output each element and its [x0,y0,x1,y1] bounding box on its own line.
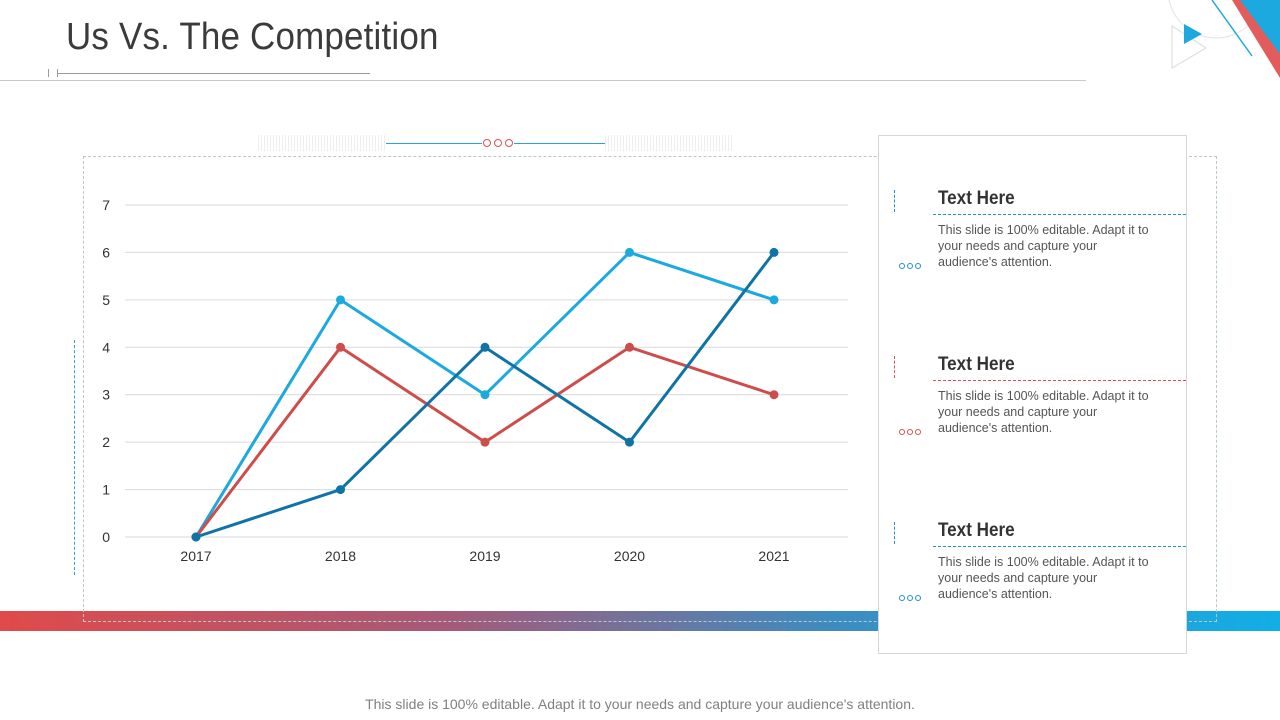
series-1-point [625,247,634,257]
series-3-point [480,342,490,352]
x-tick-label: 2021 [758,548,789,564]
notes-panel: Text Here This slide is 100% editable. A… [878,135,1187,654]
x-tick-label: 2017 [180,548,211,564]
chart-frame [83,156,1217,622]
series-2-point [480,437,490,447]
series-3-point [336,485,345,495]
series-3-point [769,247,779,257]
series-2-point [769,390,779,400]
note-divider [933,214,1186,215]
series-1-point [336,295,345,305]
chart-header-dots [482,139,514,149]
note-body: This slide is 100% editable. Adapt it to… [938,223,1149,269]
y-tick-label: 6 [102,244,110,260]
footer-text: This slide is 100% editable. Adapt it to… [365,696,915,712]
note-title: Text Here [938,520,1015,541]
left-accent-line [74,340,75,575]
series-3-point [625,437,634,447]
y-tick-label: 7 [102,197,110,213]
corner-decoration [1168,0,1280,78]
play-icon [1184,24,1202,44]
x-tick-label: 2018 [325,548,356,564]
note-title: Text Here [938,188,1015,209]
slide-title: Us Vs. The Competition [66,16,439,58]
title-underline-ticks [48,69,58,77]
series-2-point [336,342,345,352]
y-tick-label: 0 [102,529,110,545]
note-title: Text Here [938,354,1015,375]
y-tick-label: 5 [102,292,110,308]
note-marker [894,522,895,544]
note-body: This slide is 100% editable. Adapt it to… [938,389,1149,435]
note-marker [894,356,895,378]
note-marker [894,190,895,212]
y-tick-label: 1 [102,482,110,498]
note-dots [899,595,921,601]
y-tick-label: 4 [102,339,110,355]
series-2-point [625,342,634,352]
x-tick-label: 2020 [614,548,645,564]
note-dots [899,429,921,435]
y-tick-label: 3 [102,387,110,403]
line-chart: 0 1 2 3 4 5 6 7 2017 2018 2019 2020 2021 [102,197,848,564]
chart-header-pattern-left [258,135,386,151]
series-1-point [769,295,779,305]
series-1-point [480,390,490,400]
note-dots [899,263,921,269]
chart-header-pattern-right [605,135,733,151]
x-tick-label: 2019 [469,548,500,564]
title-divider [0,80,1086,81]
series-3-point [191,532,201,542]
note-divider [933,546,1186,547]
y-tick-label: 2 [102,434,110,450]
note-body: This slide is 100% editable. Adapt it to… [938,555,1149,601]
title-underline [58,73,370,74]
note-divider [933,380,1186,381]
